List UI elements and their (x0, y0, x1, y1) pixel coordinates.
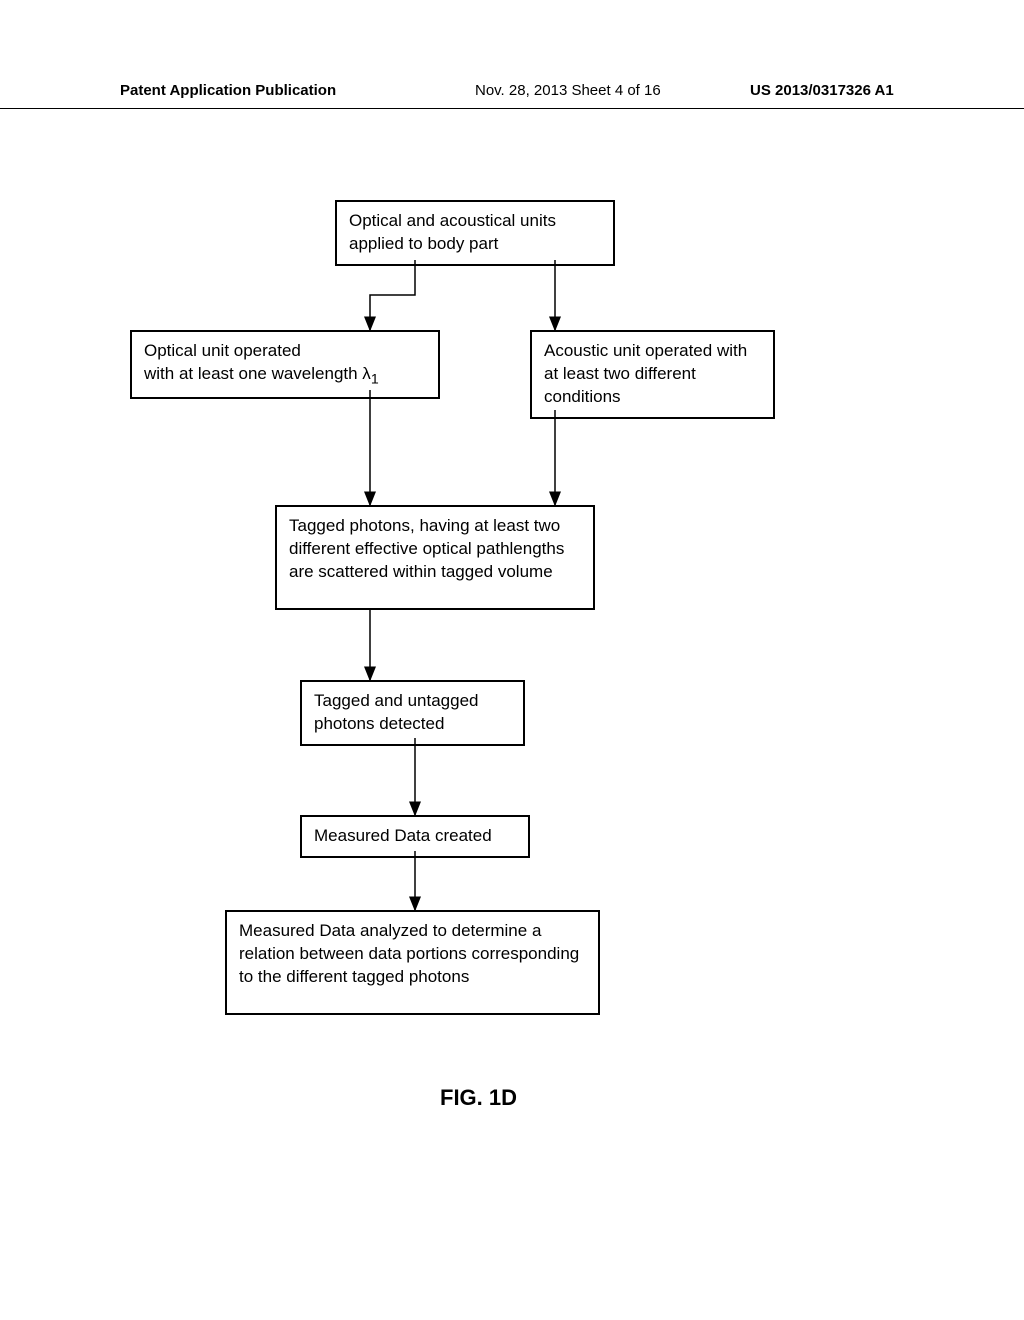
flowchart-node-tagged-photons: Tagged photons, having at least two diff… (275, 505, 595, 610)
flowchart-node-photons-detected: Tagged and untagged photons detected (300, 680, 525, 746)
flowchart-node-analyzed: Measured Data analyzed to determine a re… (225, 910, 600, 1015)
flowchart-edge (370, 260, 415, 330)
flowchart-arrows (0, 0, 1024, 1320)
page-header: Patent Application Publication Nov. 28, … (0, 80, 1024, 109)
flowchart-node-optical-unit: Optical unit operatedwith at least one w… (130, 330, 440, 399)
figure-label: FIG. 1D (440, 1085, 517, 1111)
flowchart-node-measured-data: Measured Data created (300, 815, 530, 858)
header-date-sheet: Nov. 28, 2013 Sheet 4 of 16 (475, 82, 661, 99)
header-publication: Patent Application Publication (120, 82, 336, 99)
header-pubnumber: US 2013/0317326 A1 (750, 82, 894, 99)
flowchart-node-acoustic-unit: Acoustic unit operated with at least two… (530, 330, 775, 419)
page: Patent Application Publication Nov. 28, … (0, 0, 1024, 1320)
flowchart-node-applied: Optical and acoustical units applied to … (335, 200, 615, 266)
